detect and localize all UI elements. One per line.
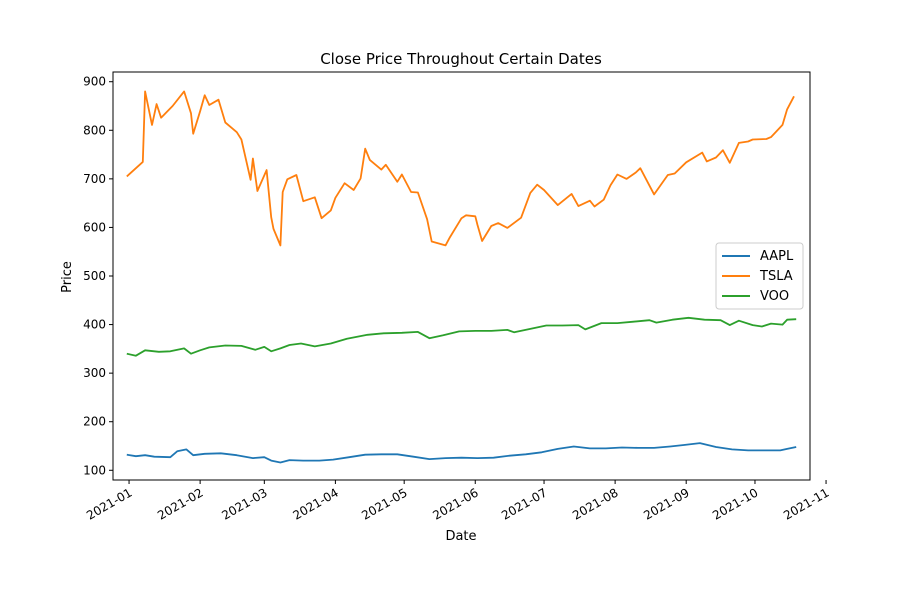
series-line-tsla [126, 90, 795, 247]
x-tick-label: 2021-03 [219, 485, 269, 522]
y-tick-label: 100 [83, 463, 106, 477]
y-axis-label: Price [60, 261, 75, 293]
y-tick-label: 900 [83, 75, 106, 89]
x-tick-label: 2021-08 [570, 485, 620, 522]
series-line-aapl [126, 442, 797, 464]
y-tick-label: 300 [83, 366, 106, 380]
x-tick-label: 2021-06 [430, 485, 480, 522]
y-tick-label: 800 [83, 123, 106, 137]
x-tick-label: 2021-01 [84, 485, 134, 522]
x-tick-label: 2021-07 [499, 485, 549, 522]
y-tick-label: 400 [83, 318, 106, 332]
legend-label-voo: VOO [760, 289, 789, 304]
y-tick-label: 700 [83, 172, 106, 186]
x-tick-label: 2021-09 [641, 485, 691, 522]
x-tick-label: 2021-02 [155, 485, 205, 522]
chart-title: Close Price Throughout Certain Dates [320, 50, 602, 68]
x-axis: 2021-01 2021-02 2021-03 2021-04 2021-05 2021-… [84, 480, 832, 523]
y-tick-label: 500 [83, 269, 106, 283]
y-axis: 100 200 300 400 500 600 700 800 900 [83, 75, 113, 477]
legend: AAPL TSLA VOO [715, 242, 804, 310]
y-tick-label: 600 [83, 220, 106, 234]
x-axis-label: Date [445, 529, 476, 544]
legend-label-tsla: TSLA [759, 269, 793, 284]
series-line-voo [126, 316, 797, 357]
plot-area [112, 71, 811, 481]
legend-box [715, 242, 804, 310]
y-tick-label: 200 [83, 415, 106, 429]
x-tick-label: 2021-10 [710, 485, 760, 522]
x-tick-label: 2021-04 [290, 485, 340, 522]
legend-label-aapl: AAPL [760, 249, 794, 264]
x-tick-label: 2021-11 [781, 485, 831, 522]
series-layer [126, 90, 797, 464]
x-tick-label: 2021-05 [359, 485, 409, 522]
